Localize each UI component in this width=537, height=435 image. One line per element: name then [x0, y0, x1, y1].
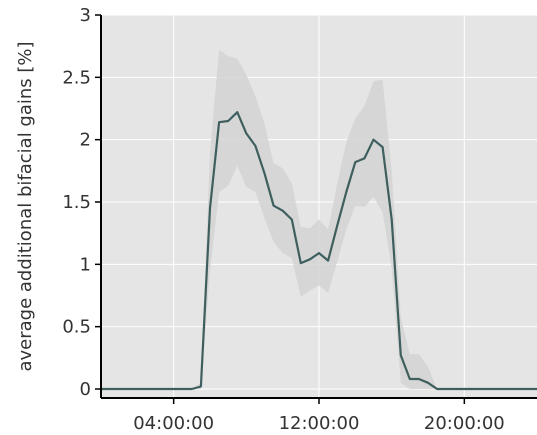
y-tick-label: 0.5: [62, 317, 91, 338]
y-tick-label: 0: [80, 379, 91, 400]
x-tick-label: 12:00:00: [279, 413, 360, 434]
y-tick-label: 1: [80, 254, 91, 275]
y-tick-label: 2: [80, 130, 91, 151]
mean-gains-line: [101, 111, 537, 391]
y-tick-label: 3: [80, 5, 91, 26]
y-axis-title: average additional bifacial gains [%]: [15, 41, 36, 371]
x-tick-label: 20:00:00: [424, 413, 505, 434]
y-tick-label: 1.5: [62, 192, 91, 213]
y-tick-label: 2.5: [62, 67, 91, 88]
ticks: 0 0.5 1 1.5 2 2.5 3 04:00:00 12:00:00 20:00:00: [62, 5, 504, 434]
x-tick-label: 04:00:00: [133, 413, 214, 434]
